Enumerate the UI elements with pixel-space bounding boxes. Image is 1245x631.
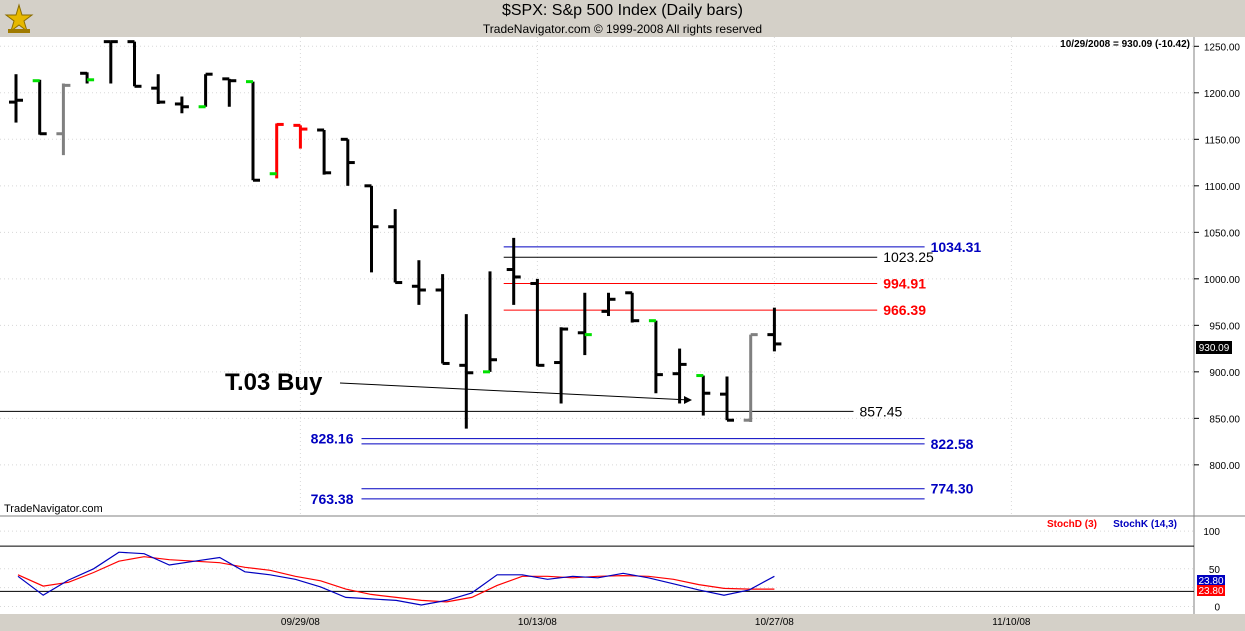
stoch-tick-label: 0 bbox=[1214, 602, 1220, 613]
date-label: 09/29/08 bbox=[281, 617, 320, 628]
watermark: TradeNavigator.com bbox=[4, 503, 103, 515]
price-tick-label: 950.00 bbox=[1209, 321, 1240, 332]
level-label: 828.16 bbox=[311, 431, 354, 447]
price-axis bbox=[1194, 37, 1245, 516]
date-axis bbox=[0, 614, 1245, 631]
price-tick-label: 800.00 bbox=[1209, 461, 1240, 472]
t03-buy-label: T.03 Buy bbox=[225, 369, 323, 396]
level-label: 822.58 bbox=[931, 436, 974, 452]
stoch-panel bbox=[0, 516, 1194, 614]
price-tick-label: 1050.00 bbox=[1204, 228, 1241, 239]
stoch-line bbox=[17, 556, 775, 603]
level-label: 994.91 bbox=[883, 276, 926, 292]
stoch-k-value-box bbox=[1197, 575, 1225, 586]
t03-buy-arrow-line bbox=[339, 382, 691, 401]
price-tick-label: 850.00 bbox=[1209, 414, 1240, 425]
date-label: 10/27/08 bbox=[755, 617, 794, 628]
level-label: 774.30 bbox=[931, 481, 974, 497]
chart-subtitle: TradeNavigator.com © 1999-2008 All right… bbox=[482, 22, 763, 36]
price-tick-label: 1150.00 bbox=[1205, 135, 1241, 146]
stoch-k-value: 23.80 bbox=[1198, 576, 1223, 587]
stoch-d-value-box bbox=[1197, 585, 1225, 596]
last-price-box bbox=[1196, 341, 1232, 354]
stoch-k-legend: StochK (14,3) bbox=[1113, 519, 1177, 530]
stoch-axis bbox=[1194, 516, 1245, 614]
stoch-d-legend: StochD (3) bbox=[1047, 519, 1097, 530]
stoch-line bbox=[17, 551, 775, 606]
stoch-tick-label: 50 bbox=[1209, 565, 1221, 576]
price-axis-ticks: 800.00 850.00 900.00 950.00 1000.00 1050.00 11… bbox=[1194, 42, 1240, 472]
price-tick-label: 1000.00 bbox=[1204, 275, 1241, 286]
ohlc-bars bbox=[9, 40, 782, 429]
t03-buy-arrow-head bbox=[684, 396, 692, 404]
level-label: 857.45 bbox=[860, 403, 903, 419]
level-label: 763.38 bbox=[311, 491, 354, 507]
price-tick-label: 1250.00 bbox=[1204, 42, 1241, 53]
stoch-d-value: 23.80 bbox=[1198, 586, 1223, 597]
stoch-gridlines: 0 50 100 bbox=[0, 527, 1220, 613]
last-price-label: 930.09 bbox=[1199, 343, 1230, 354]
stoch-series bbox=[17, 551, 775, 606]
date-axis-labels: 09/29/08 10/13/08 10/27/08 11/10/08 bbox=[281, 617, 1031, 628]
level-label: 1023.25 bbox=[883, 249, 934, 265]
date-label: 10/13/08 bbox=[518, 617, 557, 628]
level-label: 1034.31 bbox=[931, 239, 982, 255]
price-tick-label: 1200.00 bbox=[1204, 89, 1241, 100]
price-readout: 10/29/2008 = 930.09 (-10.42) bbox=[1060, 39, 1190, 50]
level-label: 966.39 bbox=[883, 302, 926, 318]
date-label: 11/10/08 bbox=[992, 617, 1031, 628]
price-tick-label: 1100.00 bbox=[1205, 182, 1241, 193]
price-tick-label: 900.00 bbox=[1209, 368, 1240, 379]
trade-navigator-logo bbox=[4, 3, 34, 33]
price-panel bbox=[0, 37, 1194, 516]
stoch-tick-label: 100 bbox=[1203, 527, 1220, 538]
chart-title: $SPX: S&p 500 Index (Daily bars) bbox=[501, 2, 743, 19]
